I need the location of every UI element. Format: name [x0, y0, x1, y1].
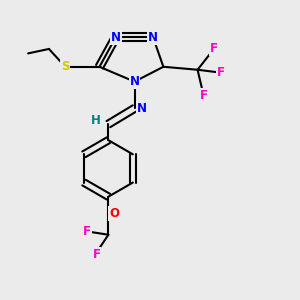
Text: F: F — [210, 42, 218, 56]
Text: N: N — [130, 75, 140, 88]
Text: O: O — [109, 207, 119, 220]
Text: F: F — [83, 225, 91, 238]
Text: N: N — [111, 31, 121, 44]
Text: F: F — [217, 66, 225, 79]
Text: F: F — [92, 248, 101, 260]
Text: H: H — [91, 114, 101, 127]
Text: N: N — [148, 31, 158, 44]
Text: N: N — [137, 102, 147, 115]
Text: S: S — [61, 60, 70, 73]
Text: F: F — [200, 88, 208, 101]
